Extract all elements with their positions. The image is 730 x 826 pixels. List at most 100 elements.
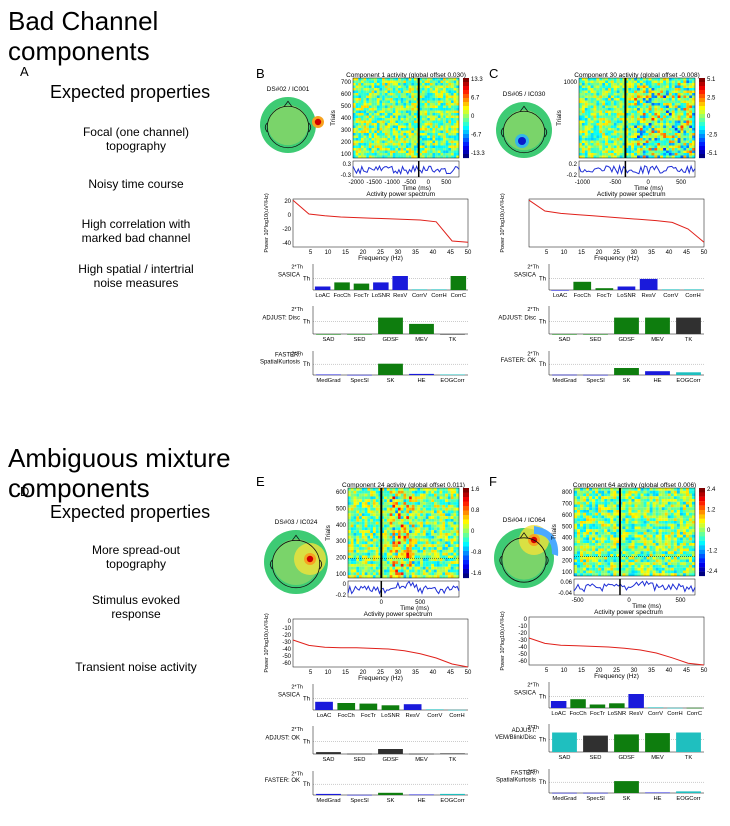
erp-cell [406,130,409,134]
erp-cell [411,488,415,491]
erp-cell [417,552,421,556]
erp-cell [666,135,669,139]
time-tick: -1500 [367,180,383,186]
erp-cell [379,85,383,89]
erp-cell [639,120,643,124]
erp-cell [397,544,401,548]
erp-cell [392,150,396,154]
erp-cell [429,93,433,96]
erp-cell [353,510,357,514]
erp-cell [378,561,382,564]
freq-tick: 40 [430,250,437,256]
erp-cell [389,572,393,576]
bar [409,323,434,334]
erp-cell [376,155,380,159]
erp-cell [619,100,623,104]
erp-cell [419,95,422,99]
bar [314,286,331,290]
erp-cell [673,490,677,494]
erp-cell [674,153,678,156]
erp-cell [370,575,374,579]
erp-cell [581,100,585,104]
erp-cell [384,527,387,531]
erp-cell [353,527,357,531]
erp-cell [355,115,359,119]
erp-cell [381,569,385,573]
erp-cell [443,103,446,106]
bar [316,374,341,376]
erp-cell [673,488,677,491]
erp-cell [378,521,382,525]
erp-cell [668,150,672,154]
erp-cell [390,118,393,121]
erp-cell [361,558,365,562]
erp-cell [634,85,638,89]
erp-cell [663,123,667,126]
erp-cell [664,490,668,494]
erp-cell [660,135,664,139]
erp-cell [381,566,385,570]
erp-cell [355,85,359,89]
erp-cell [392,521,396,525]
erp-cell [390,88,393,91]
erp-cell [664,488,668,491]
erp-cell [639,103,643,106]
erp-cell [384,95,388,99]
erp-cell [371,100,375,104]
erp-cell [363,88,367,91]
erp-cell [348,516,351,519]
erp-cell [403,83,407,86]
colorbar-cell [699,154,705,159]
erp-cell [368,120,372,124]
erp-cell [453,155,457,159]
erp-cell [592,510,596,513]
erp-cell [613,504,617,508]
colorbar-cell [463,90,469,95]
erp-cell [360,115,364,119]
erp-cell [654,138,658,141]
erp-cell [361,549,365,553]
erp-cell [589,532,593,535]
erp-cell [421,103,425,106]
bar-category: SAD [559,337,571,343]
erp-cell [673,515,677,519]
bar-category: SAD [323,337,335,343]
erp-cell [387,133,391,136]
erp-cell [613,120,617,124]
erp-cell [625,120,629,124]
erp-cell [453,488,457,491]
erp-cell [375,547,379,550]
erp-cell [685,499,689,502]
erp-cell [610,95,614,99]
erp-cell [384,85,388,89]
erp-cell [375,533,379,536]
erp-cell [613,515,617,519]
erp-cell [453,524,457,528]
erp-cell [655,507,659,511]
erp-cell [432,143,436,146]
trial-tick: 200 [341,140,352,146]
erp-cell [375,544,379,548]
erp-cell [652,493,656,497]
erp-cell [359,544,362,548]
erp-cell [420,502,423,505]
erp-cell [616,512,620,516]
erp-cell [353,100,356,104]
erp-cell [370,493,374,497]
erp-cell [363,125,367,129]
colorbar [463,78,469,159]
colorbar-tick: 0 [707,114,711,120]
erp-cell [417,490,421,494]
erp-cell [456,145,460,149]
erp-cell [378,552,382,556]
erp-cell [436,538,440,542]
erp-cell [680,98,684,101]
erp-cell [448,115,452,119]
erp-cell [607,521,611,524]
erp-cell [445,113,449,116]
erp-cell [392,128,396,131]
erp-cell [392,493,396,497]
erp-cell [680,110,684,114]
erp-cell [631,490,635,494]
erp-cell [361,521,365,525]
